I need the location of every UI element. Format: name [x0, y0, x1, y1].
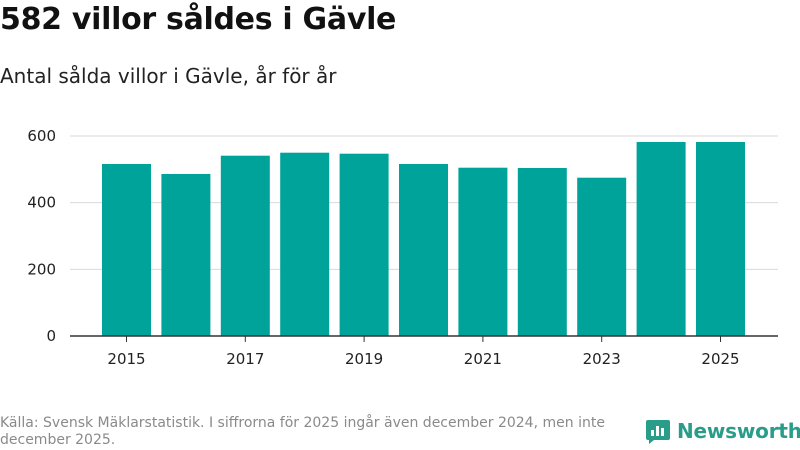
newsworthy-logo-icon	[646, 420, 670, 444]
bar-2025	[696, 142, 745, 336]
x-tick-label-2025: 2025	[701, 350, 739, 368]
source-note: Källa: Svensk Mäklarstatistik. I siffror…	[0, 415, 605, 448]
x-tick-label-2015: 2015	[107, 350, 145, 368]
bar-2021	[458, 167, 508, 336]
bar-chart: 0 200 400 600 2015 2017 2019 2021 2023 2025	[27, 127, 778, 368]
y-tick-label-600: 600	[27, 127, 56, 145]
x-tick-label-2021: 2021	[464, 350, 502, 368]
bar-2019	[339, 153, 389, 336]
logo-text: Newsworthy	[677, 419, 800, 443]
chart-title: 582 villor såldes i Gävle	[0, 2, 397, 37]
newsworthy-logo: Newsworthy	[645, 418, 800, 444]
bars	[102, 142, 745, 336]
y-axis-ticks: 0 200 400 600	[27, 127, 56, 345]
y-tick-label-200: 200	[27, 260, 56, 278]
bar-2018	[280, 152, 330, 336]
bar-2023	[577, 177, 627, 336]
bar-2016	[161, 174, 211, 336]
bar-2020	[399, 164, 448, 336]
bar-2024	[636, 142, 686, 336]
bar-2017	[220, 155, 270, 336]
bar-2015	[102, 164, 151, 336]
chart-subtitle: Antal sålda villor i Gävle, år för år	[0, 64, 337, 88]
x-axis-ticks: 2015 2017 2019 2021 2023 2025	[107, 336, 740, 368]
bar-2022	[517, 168, 567, 336]
y-tick-label-400: 400	[27, 194, 56, 212]
x-tick-label-2017: 2017	[226, 350, 264, 368]
y-tick-label-0: 0	[46, 327, 56, 345]
x-tick-label-2019: 2019	[345, 350, 383, 368]
x-tick-label-2023: 2023	[583, 350, 621, 368]
